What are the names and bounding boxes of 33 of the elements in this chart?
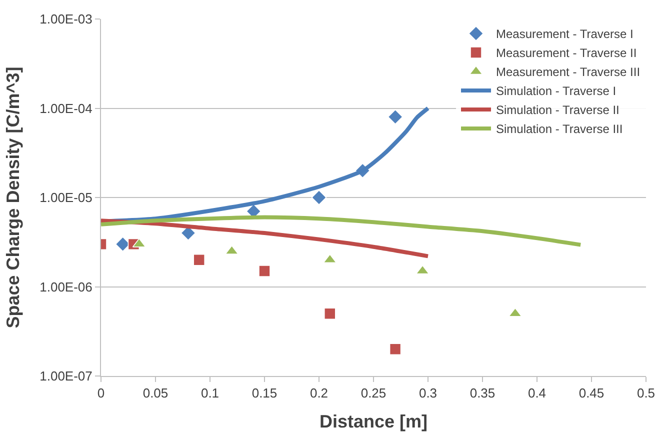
point	[324, 308, 336, 320]
y-tick-label: 1.00E-07	[40, 368, 92, 384]
line-series	[101, 215, 583, 247]
point	[388, 109, 403, 124]
x-tick-label: 0.15	[252, 386, 278, 401]
point	[311, 190, 327, 206]
x-tick-label: 0.25	[360, 386, 386, 401]
point	[193, 254, 205, 266]
x-tick-label: 0.3	[418, 386, 438, 401]
y-tick-label: 1.00E-06	[40, 279, 92, 294]
x-tick-label: 0.2	[310, 386, 328, 401]
y-tick-label: 1.00E-03	[40, 12, 92, 27]
legend-label: Measurement - Traverse III	[496, 65, 640, 80]
x-tick-label: 0.05	[142, 386, 168, 401]
x-tick-label: 0.5	[636, 386, 656, 401]
y-tick-label: 1.00E-05	[40, 190, 92, 206]
point	[258, 265, 270, 277]
x-tick-label: 0	[97, 386, 105, 401]
x-tick-label: 0.4	[528, 386, 546, 401]
point	[323, 254, 337, 264]
y-tick-label: 1.00E-04	[40, 100, 92, 116]
point	[389, 343, 402, 356]
x-axis-title: Distance [m]	[319, 412, 428, 432]
x-tick-label: 0.35	[470, 386, 496, 401]
legend-label: Measurement - Traverse II	[496, 46, 637, 60]
legend-label: Measurement - Traverse I	[496, 27, 634, 42]
legend-label: Simulation - Traverse I	[496, 84, 616, 98]
legend-label: Simulation - Traverse III	[496, 122, 623, 136]
y-axis-title: Space Charge Density [C/m^3]	[2, 66, 23, 328]
x-tick-label: 0.45	[578, 386, 604, 401]
line-series	[101, 218, 430, 258]
legend-label: Simulation - Traverse II	[496, 103, 620, 118]
x-tick-label: 0.1	[200, 386, 220, 401]
